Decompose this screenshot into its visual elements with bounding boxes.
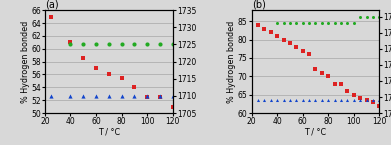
Y-axis label: % Hydrogen bonded: % Hydrogen bonded (228, 20, 237, 103)
X-axis label: T / °C: T / °C (98, 128, 120, 137)
Y-axis label: % Hydrogen bonded: % Hydrogen bonded (21, 20, 30, 103)
X-axis label: T / °C: T / °C (305, 128, 326, 137)
Text: (a): (a) (45, 0, 59, 9)
Text: (b): (b) (252, 0, 265, 9)
